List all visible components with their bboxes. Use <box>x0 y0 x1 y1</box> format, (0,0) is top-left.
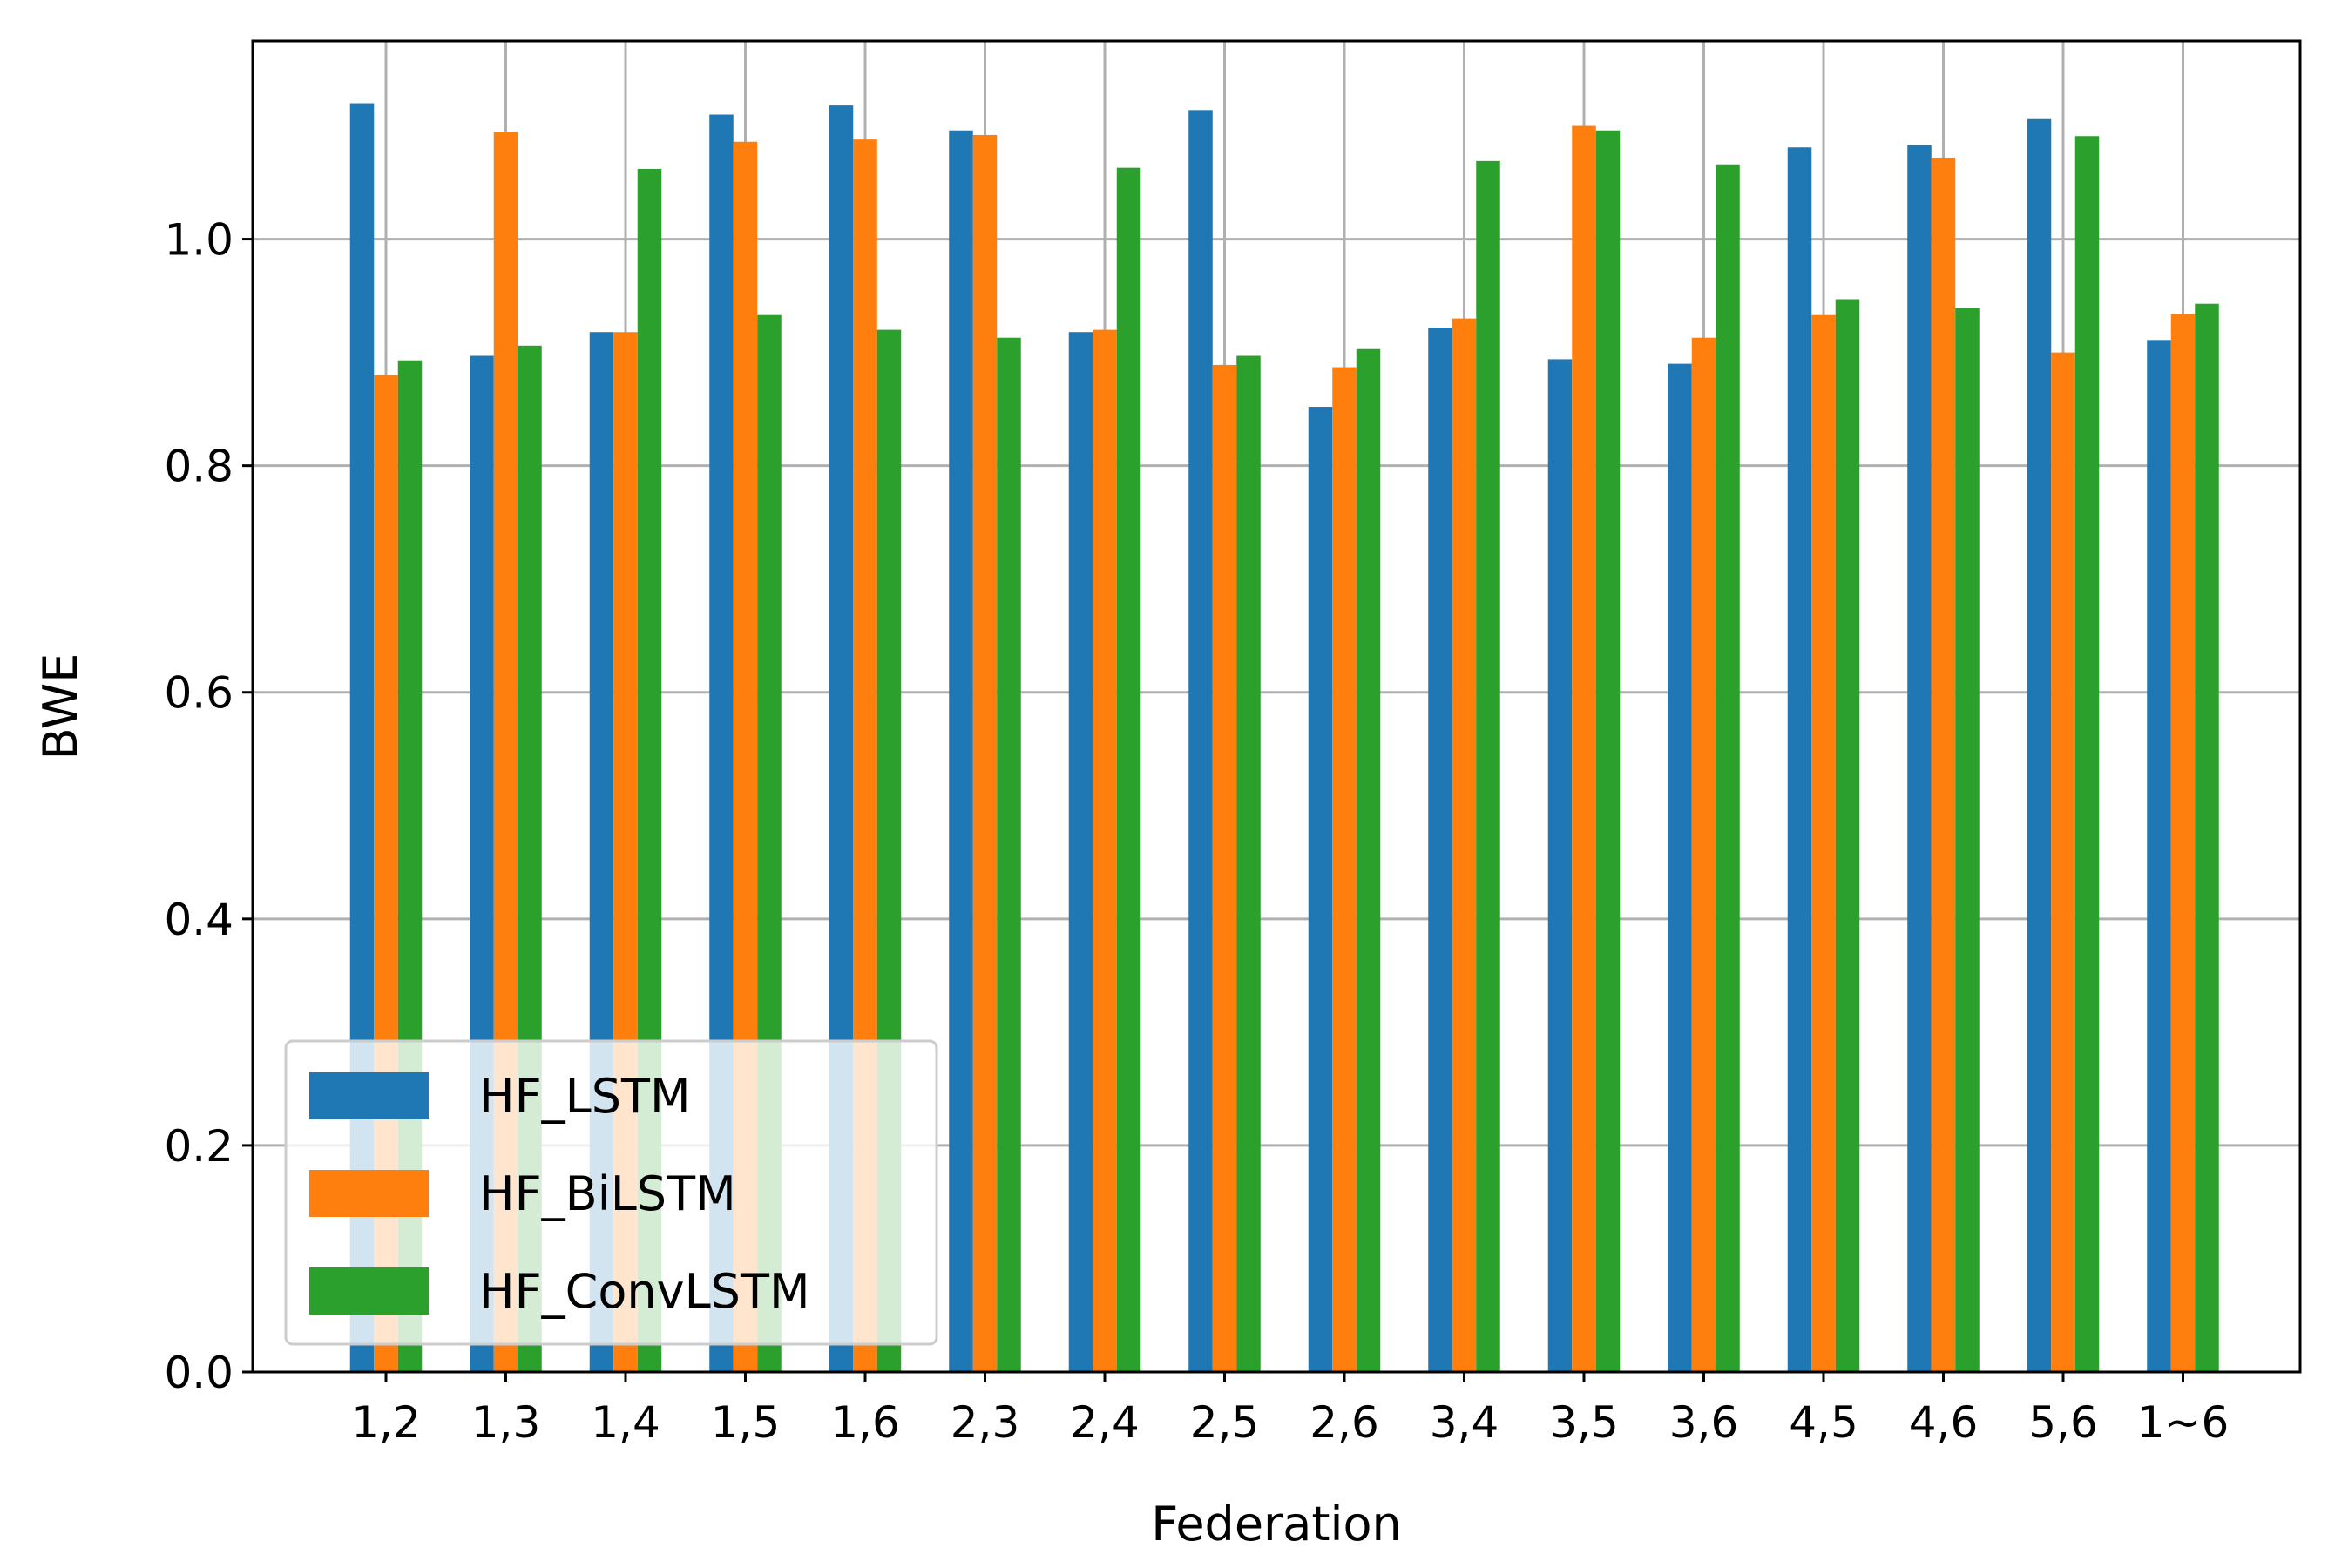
bar-hf-lstm <box>949 130 973 1372</box>
plot-frame <box>251 39 2302 1374</box>
bar-hf-lstm <box>1188 110 1213 1373</box>
bar-hf-convlstm <box>1716 164 1740 1373</box>
x-tick-label: 2,5 <box>1190 1397 1260 1448</box>
legend: HF_LSTM HF_BiLSTM HF_ConvLSTM <box>284 1039 938 1346</box>
legend-swatch <box>309 1170 429 1217</box>
bar-hf-lstm <box>2147 340 2171 1372</box>
x-tick-label: 3,6 <box>1669 1397 1739 1448</box>
bar-hf-lstm <box>1787 147 1812 1373</box>
bar-hf-convlstm <box>1356 348 1381 1372</box>
x-tick-label: 5,6 <box>2028 1397 2098 1448</box>
bar-hf-bilstm <box>1452 318 1477 1372</box>
bar-hf-bilstm <box>1572 125 1596 1372</box>
bar-hf-convlstm <box>1955 308 1980 1373</box>
bar-hf-bilstm <box>2051 352 2075 1372</box>
bar-hf-convlstm <box>1116 167 1141 1372</box>
x-axis-label: Federation <box>1151 1497 1402 1551</box>
bar-hf-convlstm <box>1835 299 1860 1372</box>
x-tick-label: 2,6 <box>1310 1397 1379 1448</box>
bar-hf-lstm <box>2027 118 2052 1372</box>
x-tick-label: 1~6 <box>2137 1397 2230 1448</box>
x-tick-label: 2,3 <box>951 1397 1020 1448</box>
axis-ticks: 0.0 0.2 0.4 0.6 0.8 1.0 1,2 1,3 1,4 1,5 1,6 2,3 2,4 2… <box>164 215 2229 1448</box>
bar-hf-convlstm <box>2074 136 2100 1373</box>
bar-hf-convlstm <box>997 337 1021 1373</box>
legend-box <box>284 1039 938 1346</box>
bar-hf-bilstm <box>1691 337 1716 1373</box>
bar-hf-lstm <box>1308 407 1333 1372</box>
bar-hf-lstm <box>1068 332 1093 1372</box>
legend-swatch <box>309 1072 429 1119</box>
bar-hf-bilstm <box>1093 329 1117 1372</box>
bar-hf-convlstm <box>2195 303 2219 1372</box>
bar-hf-lstm <box>1428 328 1452 1372</box>
x-tick-label: 4,5 <box>1789 1397 1858 1448</box>
legend-label: HF_BiLSTM <box>479 1166 736 1221</box>
y-tick-label: 0.4 <box>164 895 234 945</box>
bar-hf-bilstm <box>1931 157 1956 1372</box>
bar-hf-lstm <box>1907 145 1932 1372</box>
x-tick-label: 1,5 <box>711 1397 781 1448</box>
bar-hf-lstm <box>1547 359 1573 1373</box>
bar-hf-convlstm <box>1236 355 1261 1372</box>
bar-hf-bilstm <box>972 134 998 1373</box>
x-tick-label: 4,6 <box>1909 1397 1979 1448</box>
y-tick-label: 0.8 <box>164 442 234 492</box>
x-tick-label: 3,5 <box>1549 1397 1619 1448</box>
x-tick-label: 1,6 <box>830 1397 900 1448</box>
legend-swatch <box>309 1267 429 1315</box>
x-tick-label: 1,2 <box>351 1397 421 1448</box>
bar-hf-convlstm <box>1595 130 1621 1372</box>
bar-hf-bilstm <box>1811 314 1836 1372</box>
x-tick-label: 2,4 <box>1070 1397 1140 1448</box>
bar-hf-lstm <box>1668 363 1692 1372</box>
bar-hf-bilstm <box>1332 367 1357 1372</box>
y-tick-label: 0.6 <box>164 668 234 719</box>
bar-hf-bilstm <box>2170 314 2196 1372</box>
x-tick-label: 1,3 <box>471 1397 541 1448</box>
y-tick-label: 1.0 <box>164 215 234 266</box>
y-tick-label: 0.0 <box>164 1348 234 1398</box>
bar-hf-convlstm <box>1476 160 1500 1373</box>
bar-hf-bilstm <box>1212 364 1237 1373</box>
legend-label: HF_ConvLSTM <box>479 1264 810 1319</box>
x-tick-label: 1,4 <box>591 1397 660 1448</box>
x-tick-label: 3,4 <box>1430 1397 1499 1448</box>
legend-label: HF_LSTM <box>479 1069 691 1124</box>
y-tick-label: 0.2 <box>164 1121 234 1172</box>
y-axis-label: BWE <box>33 653 88 760</box>
